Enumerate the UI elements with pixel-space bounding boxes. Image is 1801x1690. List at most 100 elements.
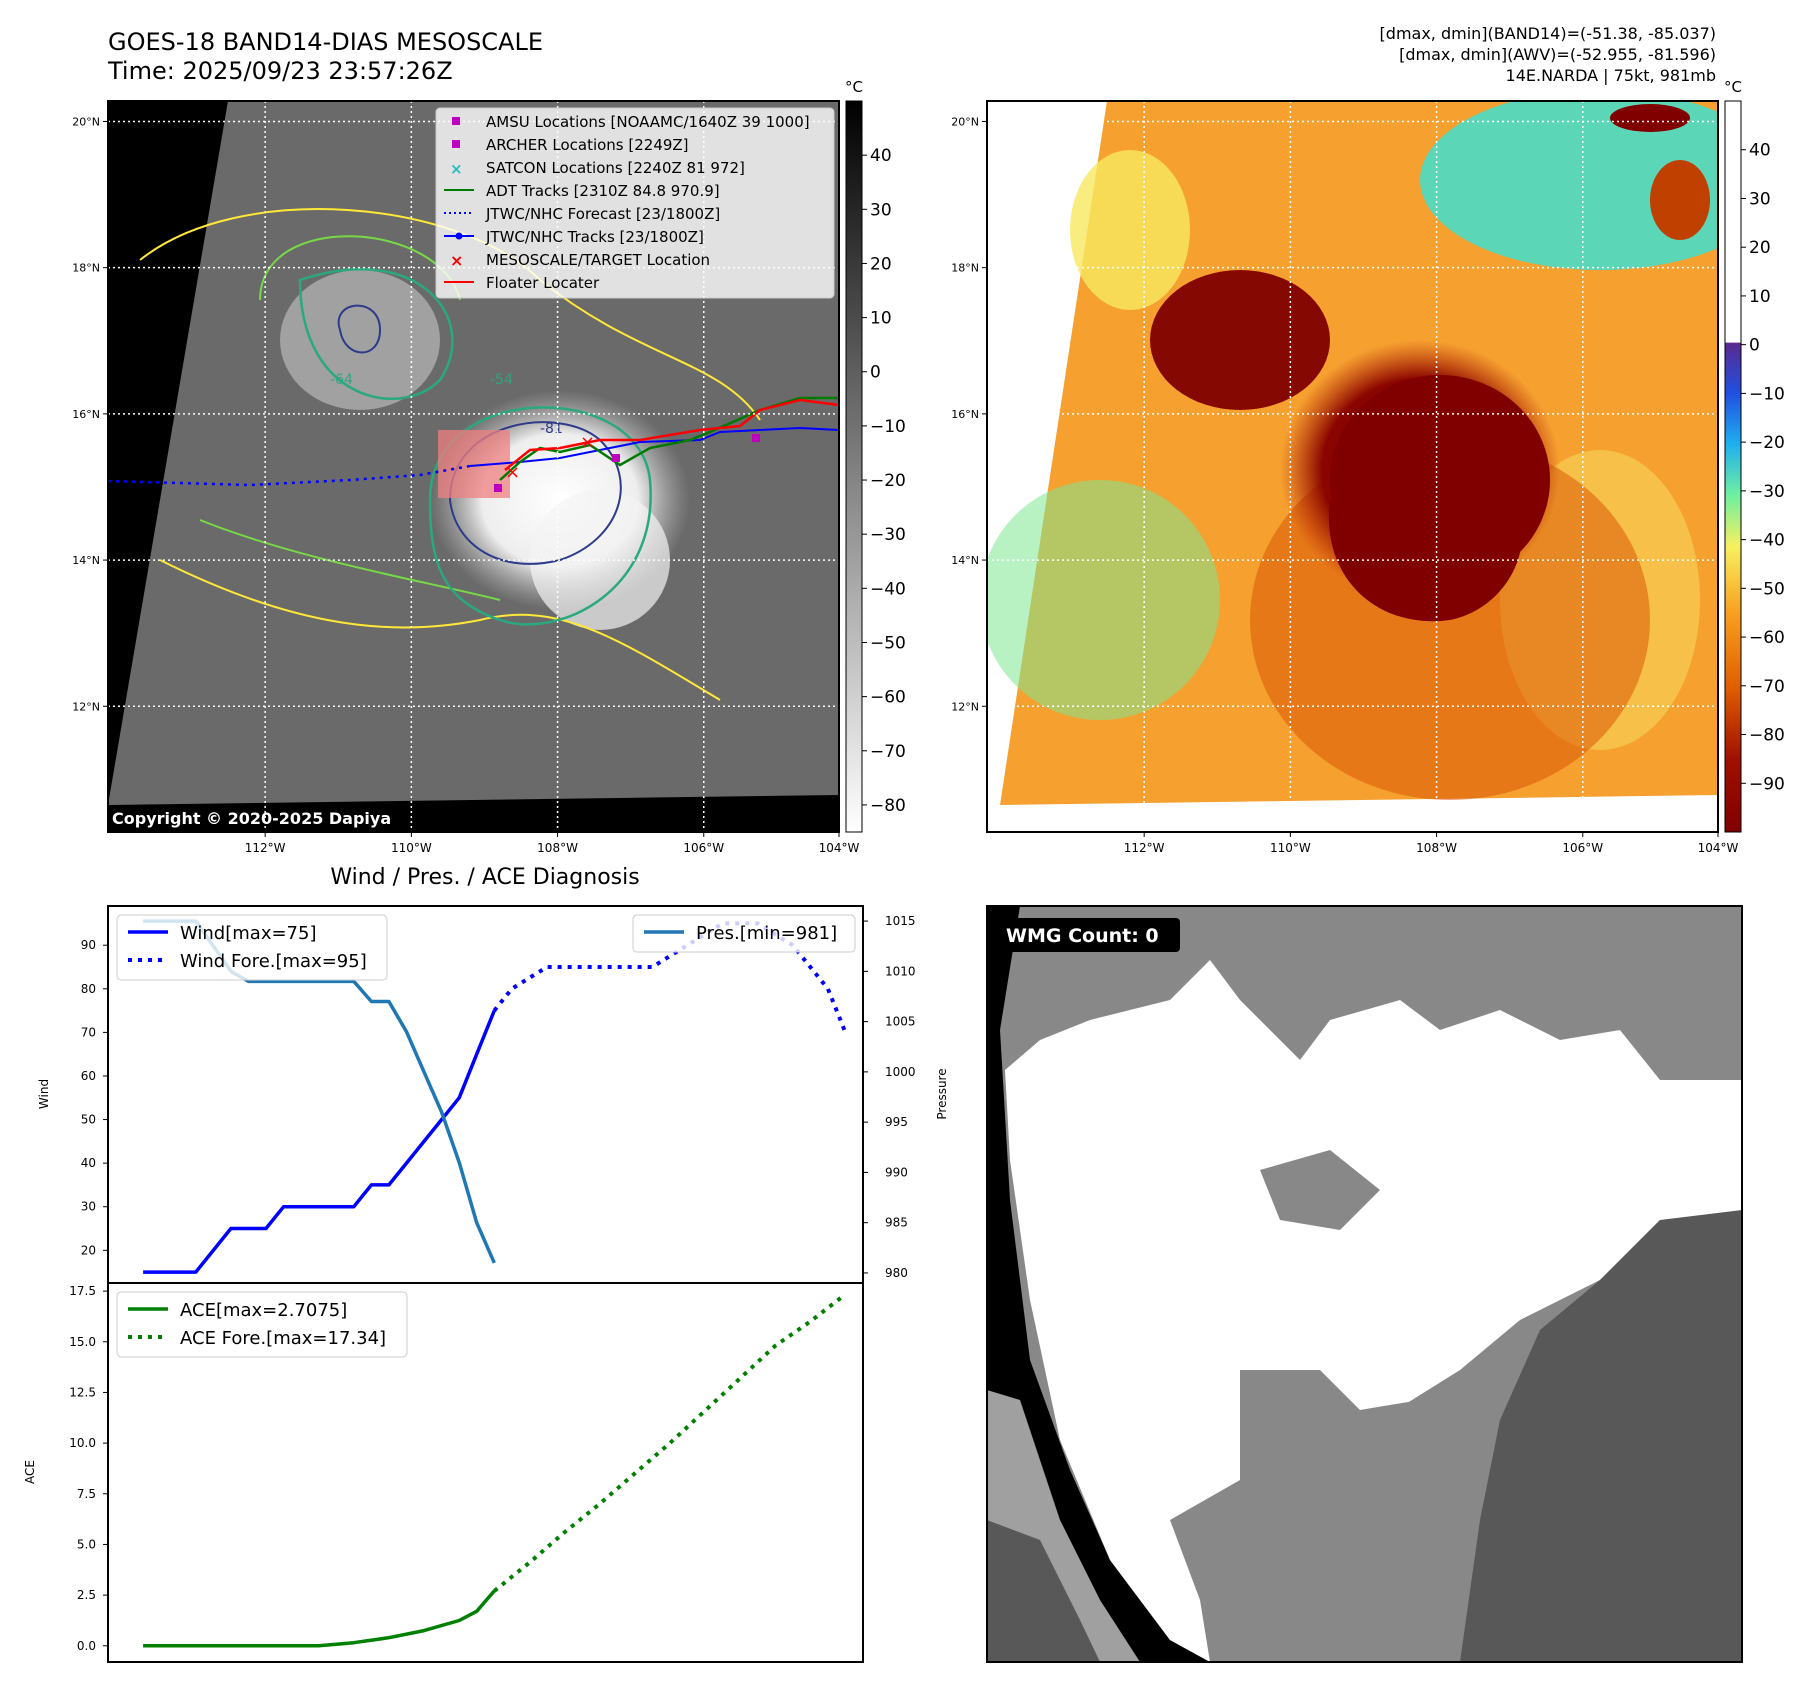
jtwc-forecast-track	[108, 464, 471, 487]
legend-floater: Floater Locater	[486, 274, 600, 292]
colorbar-tick-label: −40	[870, 579, 906, 599]
legend-box	[632, 914, 856, 953]
colorbar-tick-label: 20	[870, 254, 892, 274]
xtick-label: 110°W	[1270, 841, 1311, 855]
xtick-label: 110°W	[391, 841, 432, 855]
floater-track	[504, 398, 839, 471]
copyright: Copyright © 2020-2025 Dapiya	[112, 809, 391, 828]
colorbar-tick-label: −50	[870, 633, 906, 653]
legend-marker-tracks-dot	[455, 232, 463, 240]
colorbar-unit: °C	[1724, 78, 1742, 96]
ytick-label: 14°N	[72, 554, 100, 567]
ace-ytick-label: 5.0	[77, 1537, 96, 1551]
ytick-label: 20°N	[951, 115, 979, 128]
xtick-label: 106°W	[1562, 841, 1603, 855]
wind-ytick-label: 90	[81, 938, 96, 952]
square-marker	[752, 434, 760, 442]
colorbar-gray	[845, 100, 863, 833]
colorbar-tick-label: −10	[1749, 384, 1785, 404]
legend-box	[116, 1291, 408, 1358]
diagnosis-title: Wind / Pres. / ACE Diagnosis	[330, 865, 639, 890]
map-legend: AMSU Locations [NOAAMC/1640Z 39 1000] AR…	[435, 107, 835, 299]
square-marker	[612, 454, 620, 462]
ytick-label: 20°N	[72, 115, 100, 128]
wind-series-0	[143, 1009, 496, 1274]
colorbar-tick-label: −10	[870, 417, 906, 437]
wmg-dark-gray	[1460, 1210, 1742, 1662]
colorbar-unit: °C	[845, 78, 863, 96]
wind-ytick-label: 30	[81, 1200, 96, 1214]
colorbar-tick-label: 10	[1749, 287, 1771, 307]
pressure-ytick-label: 1015	[885, 914, 916, 928]
legend-marker-satcon: ×	[450, 160, 463, 178]
colorbar-tick-label: −60	[1749, 628, 1785, 648]
colorbar-color	[1724, 100, 1742, 833]
colorbar-tick-label: −90	[1749, 774, 1785, 794]
wind-ytick-label: 20	[81, 1243, 96, 1257]
colorbar-tick-label: −40	[1749, 531, 1785, 551]
ytick-label: 16°N	[72, 408, 100, 421]
stats-line2: [dmax, dmin](AWV)=(-52.955, -81.596)	[1399, 45, 1716, 64]
jtwc-track	[469, 426, 839, 467]
contour-label: -64	[330, 372, 353, 388]
colorbar-tick-label: 0	[870, 363, 881, 383]
ace-ytick-label: 12.5	[69, 1385, 96, 1399]
ir-map-color-panel: 112°W 110°W 108°W 106°W 104°W 20°N 18°N 16°N 14…	[951, 78, 1785, 855]
legend-forecast: JTWC/NHC Forecast [23/1800Z]	[485, 205, 720, 223]
ace-ytick-label: 2.5	[77, 1588, 96, 1602]
xtick-label: 112°W	[245, 841, 286, 855]
wind-ytick-label: 40	[81, 1156, 96, 1170]
ytick-label: 12°N	[72, 700, 100, 713]
x-marker: ×	[505, 462, 520, 483]
legend-ace: ACE[max=2.7075]	[180, 1300, 347, 1321]
colorbar-tick-label: −70	[870, 742, 906, 762]
legend-box	[116, 914, 388, 981]
wind-series-1	[492, 921, 848, 1034]
map-frame	[986, 100, 1719, 833]
wind-legend: Wind[max=75] Wind Fore.[max=95]	[116, 914, 388, 981]
pressure-ytick-label: 1005	[885, 1015, 916, 1029]
wmg-dark-gray-left	[987, 1520, 1100, 1662]
legend-ace-fore: ACE Fore.[max=17.34]	[180, 1328, 386, 1349]
wmg-label-box	[996, 918, 1180, 952]
colorbar-tick-label: 30	[1749, 189, 1771, 209]
ytick-label: 18°N	[72, 262, 100, 275]
xtick-label: 108°W	[1416, 841, 1457, 855]
legend-mesoscale: MESOSCALE/TARGET Location	[486, 251, 710, 269]
copyright-band	[108, 805, 839, 832]
legend-satcon: SATCON Locations [2240Z 81 972]	[486, 159, 745, 177]
ace-legend: ACE[max=2.7075] ACE Fore.[max=17.34]	[116, 1291, 408, 1358]
stats-line3: 14E.NARDA | 75kt, 981mb	[1506, 66, 1716, 85]
legend-wind: Wind[max=75]	[180, 923, 317, 944]
ace-panel: 0.0 2.5 5.0 7.5 10.0 12.5 15.0 17.5 ACE ACE[max…	[23, 1282, 864, 1663]
pressure-ytick-label: 1010	[885, 964, 916, 978]
wind-pressure-panel: Wind / Pres. / ACE Diagnosis 20 30 40 50 60 7…	[37, 865, 949, 1284]
legend-marker-archer	[452, 140, 460, 148]
colorbar-tick-label: 40	[1749, 141, 1771, 161]
colorbar-tick-label: −80	[870, 796, 906, 816]
wmg-gray-patch	[1240, 1370, 1460, 1540]
ace-ytick-label: 7.5	[77, 1487, 96, 1501]
xtick-label: 106°W	[683, 841, 724, 855]
legend-wind-fore: Wind Fore.[max=95]	[180, 951, 367, 972]
pressure-ytick-label: 1000	[885, 1065, 916, 1079]
stats-line1: [dmax, dmin](BAND14)=(-51.38, -85.037)	[1380, 24, 1716, 43]
colorbar-tick-label: −70	[1749, 677, 1785, 697]
x-marker: ×	[580, 432, 595, 453]
ace-ytick-label: 0.0	[77, 1639, 96, 1653]
colorbar-tick-label: 40	[870, 146, 892, 166]
wmg-frame	[986, 905, 1743, 1663]
wmg-count: WMG Count: 0	[1006, 925, 1159, 947]
ytick-label: 18°N	[951, 262, 979, 275]
colorbar-tick-label: 30	[870, 200, 892, 220]
wmg-gray-patch	[1260, 1150, 1380, 1230]
colorbar-tick-label: 0	[1749, 336, 1760, 356]
ir-map-gray-panel: × × -64 -54 -81 Copyright © 2020-2025 Da…	[72, 78, 906, 855]
pressure-ytick-label: 985	[885, 1216, 908, 1230]
legend-box	[435, 107, 835, 299]
colorbar-tick-label: −20	[870, 471, 906, 491]
pressure-ytick-label: 990	[885, 1165, 908, 1179]
wind-ytick-label: 60	[81, 1069, 96, 1083]
ytick-label: 14°N	[951, 554, 979, 567]
